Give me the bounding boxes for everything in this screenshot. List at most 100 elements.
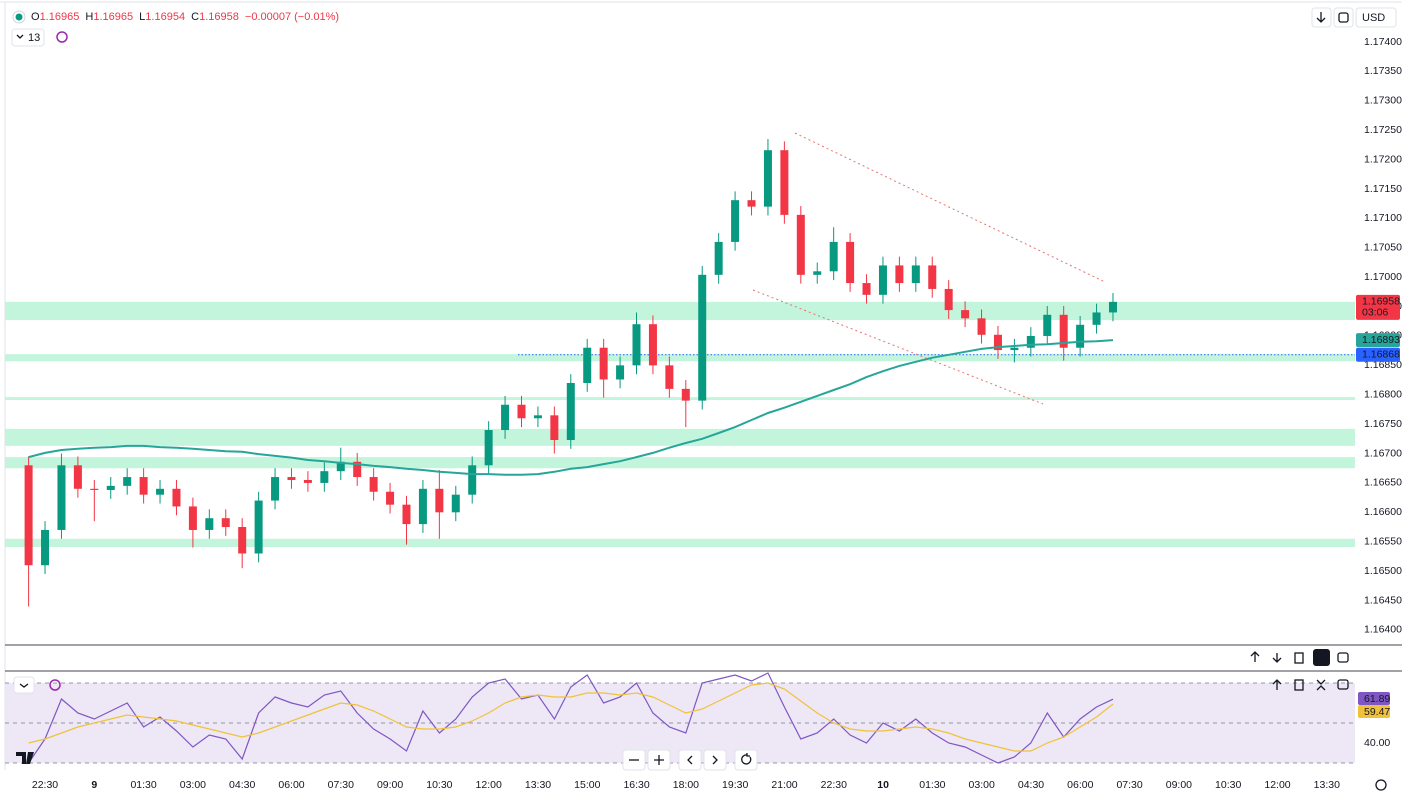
x-tick-label: 07:30 xyxy=(328,779,354,791)
x-tick-label: 13:30 xyxy=(525,779,551,791)
candle-body xyxy=(681,388,690,401)
zone xyxy=(5,538,1355,548)
delete-button[interactable] xyxy=(1294,679,1304,691)
ohlc-value: 1.16965 xyxy=(93,11,133,23)
y-tick-label: 1.16450 xyxy=(1364,594,1402,606)
candle-body xyxy=(501,404,510,431)
candle-body xyxy=(106,485,115,490)
ohlc-label: O xyxy=(31,11,40,23)
candle-body xyxy=(533,415,542,419)
sync-icon[interactable] xyxy=(56,31,68,43)
x-tick-label: 21:00 xyxy=(771,779,797,791)
x-tick-label: 12:00 xyxy=(1264,779,1290,791)
candle-body xyxy=(566,382,575,441)
maximize-button[interactable] xyxy=(1337,679,1349,690)
candle-body xyxy=(172,488,181,507)
x-tick-label: 9 xyxy=(91,779,97,791)
ohlc-value: 1.16954 xyxy=(145,11,185,23)
pane-toolbar xyxy=(13,649,1349,694)
value-tag-label: 59.47 xyxy=(1364,706,1390,718)
ohlc-value: 1.16958 xyxy=(199,11,239,23)
candle-body xyxy=(583,347,592,383)
candle-body xyxy=(698,274,707,401)
zone xyxy=(5,397,1355,401)
currency-label: USD xyxy=(1362,12,1385,24)
x-tick-label: 13:30 xyxy=(1314,779,1340,791)
trend-line[interactable] xyxy=(752,289,1044,405)
maximize-button[interactable] xyxy=(1337,652,1349,663)
candle-body xyxy=(928,265,937,289)
candle-body xyxy=(648,324,657,366)
left-icon xyxy=(687,755,693,765)
price-line-label: 1.16868 xyxy=(1362,349,1400,361)
collapse-button[interactable] xyxy=(1313,649,1330,666)
reset-button[interactable] xyxy=(734,749,758,771)
candle-body xyxy=(1043,314,1052,336)
rsi-dropdown[interactable] xyxy=(13,676,35,694)
candle-body xyxy=(221,518,230,528)
zones-layer xyxy=(5,301,1355,548)
candle-body xyxy=(944,288,953,311)
y-tick-label: 1.16800 xyxy=(1364,389,1402,401)
moving-average xyxy=(28,339,1114,476)
y-tick-label: 40.00 xyxy=(1364,737,1390,749)
x-tick-label: 10:30 xyxy=(426,779,452,791)
zone xyxy=(5,457,1355,469)
interval-dropdown[interactable] xyxy=(11,28,45,47)
y-tick-label: 1.17350 xyxy=(1364,65,1402,77)
price-tag xyxy=(1356,294,1400,320)
currency-button[interactable] xyxy=(1355,7,1397,28)
move-up-button[interactable] xyxy=(1250,651,1260,662)
x-tick-label: 06:00 xyxy=(1067,779,1093,791)
move-down-button[interactable] xyxy=(1272,653,1282,663)
scroll-left-button[interactable] xyxy=(678,749,702,771)
down-icon xyxy=(1316,12,1326,23)
candle-body xyxy=(139,477,148,495)
x-tick-label: 16:30 xyxy=(623,779,649,791)
candle-body xyxy=(156,488,165,495)
x-tick-label: 03:00 xyxy=(180,779,206,791)
x-tick-label: 18:00 xyxy=(673,779,699,791)
trend-line[interactable] xyxy=(794,132,1106,283)
refresh-button[interactable] xyxy=(1333,7,1354,28)
dropdown-icon xyxy=(19,683,29,688)
dropdown-icon xyxy=(16,34,24,39)
x-tick-label: 15:00 xyxy=(574,779,600,791)
scroll-right-button[interactable] xyxy=(703,749,727,771)
sync-icon[interactable] xyxy=(49,679,61,691)
price-line-tag xyxy=(1356,347,1400,362)
y-tick-label: 1.16700 xyxy=(1364,447,1402,459)
candle-body xyxy=(123,477,132,486)
settings-button[interactable] xyxy=(1375,779,1387,791)
ma-tag xyxy=(1356,333,1400,348)
y-tick-label: 1.16500 xyxy=(1364,565,1402,577)
y-tick-label: 1.16750 xyxy=(1364,418,1402,430)
candle-body xyxy=(451,494,460,513)
plus-icon xyxy=(654,755,664,765)
value-tag xyxy=(1358,705,1390,718)
status-dot xyxy=(15,13,23,21)
delete-button[interactable] xyxy=(1294,652,1304,664)
candle-body xyxy=(829,241,838,272)
x-tick-label: 09:00 xyxy=(377,779,403,791)
ohlc-header: O1.16965 H1.16965 L1.16954 C1.16958 −0.0… xyxy=(31,11,339,23)
ohlc-label: C xyxy=(191,11,199,23)
y-tick-label: 1.17000 xyxy=(1364,271,1402,283)
x-tick-label: 04:30 xyxy=(229,779,255,791)
candle-body xyxy=(878,265,887,295)
candle-body xyxy=(73,465,82,489)
candle-body xyxy=(57,465,66,530)
candle-body xyxy=(1076,324,1085,348)
candle-body xyxy=(714,241,723,275)
candle-body xyxy=(632,324,641,366)
candle-body xyxy=(238,527,247,554)
countdown-label: 03:06 xyxy=(1362,307,1388,319)
candle-body xyxy=(517,404,526,419)
y-tick-label: 1.17400 xyxy=(1364,36,1402,48)
collapse-button[interactable] xyxy=(1316,679,1326,691)
zone xyxy=(5,354,1355,362)
move-up-button[interactable] xyxy=(1272,679,1282,690)
candle-body xyxy=(188,506,197,530)
x-tick-label: 10:30 xyxy=(1215,779,1241,791)
